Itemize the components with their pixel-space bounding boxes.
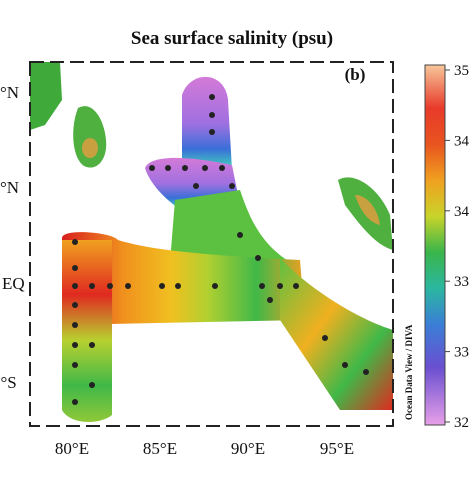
credit: Ocean Data View / DIVA xyxy=(404,324,414,420)
lat-label: °N xyxy=(0,83,19,102)
colorbar-label: 33 xyxy=(454,274,469,290)
colorbar-label: 34 xyxy=(454,133,470,149)
salinity-leftstrip xyxy=(62,240,112,422)
lon-label: 95°E xyxy=(320,439,354,458)
land-highland xyxy=(82,138,98,158)
title: Sea surface salinity (psu) xyxy=(131,28,333,49)
colorbar-label: 32 xyxy=(454,415,469,431)
land-india xyxy=(30,62,62,130)
colorbar-label: 33 xyxy=(454,345,469,361)
lon-label: 90°E xyxy=(231,439,265,458)
lon-label: 85°E xyxy=(143,439,177,458)
map: (b) xyxy=(29,61,394,427)
colorbar: Ocean Data View / DIVA 35 34 34 33 33 32 xyxy=(404,63,470,431)
land-srilanka xyxy=(73,106,107,168)
lat-label: EQ xyxy=(2,274,25,293)
lon-labels: 80°E 85°E 90°E 95°E xyxy=(55,439,354,458)
panel-label: (b) xyxy=(345,65,366,84)
stations xyxy=(72,94,369,405)
lat-label: 5°S xyxy=(0,373,17,392)
salinity-band xyxy=(62,232,305,325)
land-highland xyxy=(355,195,380,225)
lon-label: 80°E xyxy=(55,439,89,458)
salinity-tongue xyxy=(182,76,232,180)
map-border xyxy=(29,61,394,427)
colorbar-label: 35 xyxy=(454,63,469,79)
colorbar-ramp xyxy=(424,64,446,426)
lat-label: °N xyxy=(0,178,19,197)
lat-labels: °N °N EQ 5°S xyxy=(0,83,25,392)
colorbar-label: 34 xyxy=(454,204,470,220)
salinity-body xyxy=(170,190,290,262)
